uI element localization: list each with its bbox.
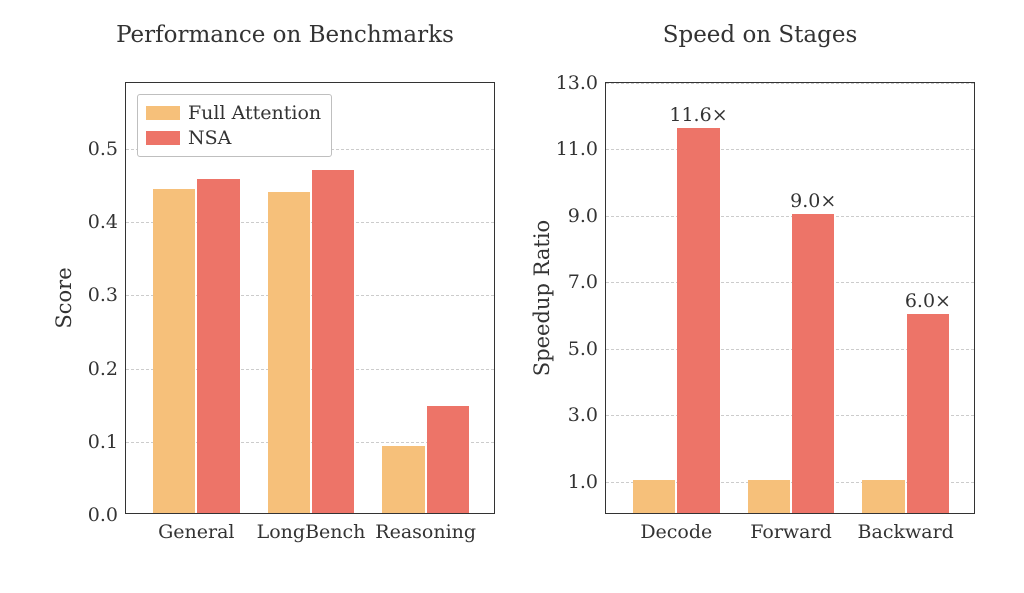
ytick-label: 0.5 bbox=[88, 138, 126, 160]
xtick-label: Reasoning bbox=[375, 513, 476, 543]
xtick-label: Decode bbox=[640, 513, 712, 543]
bar-value-label: 9.0× bbox=[790, 190, 836, 212]
xtick-label: Backward bbox=[858, 513, 954, 543]
bar bbox=[907, 314, 950, 513]
bar bbox=[427, 406, 470, 513]
legend-item: Full Attention bbox=[146, 101, 321, 126]
gridline bbox=[606, 282, 974, 283]
right-chart-plot-area: 1.03.05.07.09.011.013.0DecodeForwardBack… bbox=[605, 82, 975, 514]
bar-value-label: 11.6× bbox=[669, 104, 727, 126]
bar bbox=[633, 480, 676, 513]
bar bbox=[677, 128, 720, 513]
legend-swatch bbox=[146, 106, 180, 120]
ytick-label: 0.2 bbox=[88, 358, 126, 380]
xtick-label: LongBench bbox=[257, 513, 366, 543]
ytick-label: 7.0 bbox=[568, 271, 606, 293]
bar bbox=[312, 170, 355, 513]
ytick-label: 1.0 bbox=[568, 471, 606, 493]
ytick-label: 0.1 bbox=[88, 431, 126, 453]
ytick-label: 0.0 bbox=[88, 504, 126, 526]
gridline bbox=[606, 83, 974, 84]
legend-item: NSA bbox=[146, 126, 321, 151]
legend-label: NSA bbox=[188, 126, 231, 151]
gridline bbox=[606, 149, 974, 150]
left-chart-title: Performance on Benchmarks bbox=[85, 22, 485, 48]
legend: Full AttentionNSA bbox=[137, 94, 332, 157]
ytick-label: 11.0 bbox=[556, 138, 606, 160]
xtick-label: General bbox=[158, 513, 234, 543]
ytick-label: 5.0 bbox=[568, 338, 606, 360]
left-chart-ylabel: Score bbox=[52, 267, 76, 328]
ytick-label: 3.0 bbox=[568, 404, 606, 426]
bar bbox=[792, 214, 835, 513]
ytick-label: 9.0 bbox=[568, 205, 606, 227]
bar bbox=[197, 179, 240, 513]
right-chart-title: Speed on Stages bbox=[560, 22, 960, 48]
legend-swatch bbox=[146, 131, 180, 145]
bar bbox=[153, 189, 196, 513]
xtick-label: Forward bbox=[750, 513, 832, 543]
bar bbox=[268, 192, 311, 513]
legend-label: Full Attention bbox=[188, 101, 321, 126]
bar bbox=[748, 480, 791, 513]
ytick-label: 0.4 bbox=[88, 211, 126, 233]
figure: Performance on Benchmarks 0.0 0.1 0.2 0.3 0.… bbox=[0, 0, 1024, 593]
bar bbox=[382, 446, 425, 513]
bar bbox=[862, 480, 905, 513]
bar-value-label: 6.0× bbox=[905, 290, 951, 312]
gridline bbox=[606, 216, 974, 217]
ytick-label: 13.0 bbox=[556, 72, 606, 94]
ytick-label: 0.3 bbox=[88, 284, 126, 306]
right-chart-ylabel: Speedup Ratio bbox=[530, 220, 554, 376]
